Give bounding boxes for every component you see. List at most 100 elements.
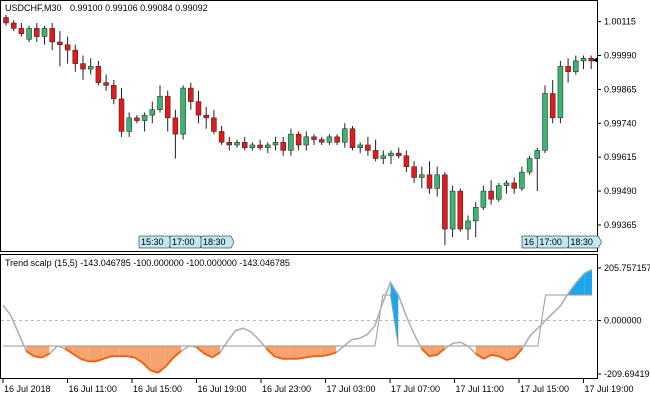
candle <box>526 155 533 175</box>
bull-candle-body <box>288 133 294 151</box>
bull-candle-body <box>465 220 471 230</box>
bull-candle-body <box>157 95 163 110</box>
time-flag: 18:30 <box>568 235 602 249</box>
candle <box>218 126 225 145</box>
candle <box>380 150 387 164</box>
candle <box>542 85 548 154</box>
bearish-fill-segment <box>506 346 515 361</box>
candle <box>126 112 132 137</box>
time-axis-label: 16 Jul 15:00 <box>133 384 182 394</box>
candle <box>211 109 217 135</box>
candle <box>87 58 94 75</box>
bull-candle-body <box>149 109 156 116</box>
bull-candle-body <box>26 28 32 40</box>
time-axis-label: 17 Jul 11:00 <box>456 384 504 394</box>
candle <box>103 74 109 91</box>
candle <box>465 215 471 240</box>
oscillator-bearish-segment <box>320 354 329 358</box>
candle <box>580 55 587 70</box>
time-flag-label: 17:00 <box>172 237 195 247</box>
candle <box>496 182 502 202</box>
indicator-tick-label: 205.757157 <box>604 263 650 273</box>
candle <box>372 139 379 162</box>
price-axis: 1.00115 0.99990 0.99865 0.99740 0.99615 0.994… <box>597 17 637 230</box>
oscillator-bearish-segment <box>172 350 182 359</box>
bear-candle-body <box>218 131 225 143</box>
bearish-fill-segment <box>150 346 158 373</box>
time-axis-label: 16 Jul 23:00 <box>262 384 311 394</box>
candle <box>3 14 9 26</box>
bearish-fill-segment <box>491 346 499 357</box>
bull-candle-body <box>41 28 48 37</box>
price-tick-label: 0.99865 <box>604 84 637 94</box>
bear-candle-body <box>188 87 194 102</box>
candle <box>10 20 17 32</box>
bull-candle-body <box>388 152 394 157</box>
candle <box>588 55 594 70</box>
price-tick-label: 0.99990 <box>604 51 637 61</box>
bear-candle-body <box>488 190 494 200</box>
bear-candle-body <box>295 133 302 146</box>
candle <box>157 85 163 113</box>
bear-candle-body <box>111 85 117 100</box>
bearish-fill-segment <box>212 346 220 358</box>
bear-candle-body <box>57 41 63 45</box>
indicator-title: Trend scalp (15,5) -143.046785 -100.0000… <box>5 258 290 268</box>
bull-candle-body <box>326 136 333 143</box>
bear-candle-body <box>49 28 55 43</box>
oscillator-bearish-segment <box>64 347 74 355</box>
bearish-fill-segment <box>282 346 290 359</box>
candle <box>472 201 479 238</box>
time-axis-label: 17 Jul 15:00 <box>520 384 569 394</box>
indicator-axis: 205.757157 0.000000 -209.694193 <box>1 263 650 379</box>
bear-candle-body <box>565 66 571 73</box>
bear-candle-body <box>241 142 248 148</box>
bearish-fill-segment <box>26 346 34 357</box>
candle <box>164 90 171 132</box>
candle <box>203 107 209 129</box>
candle <box>511 177 517 194</box>
bull-candle-body <box>126 117 132 132</box>
time-flag-label: 18:30 <box>203 237 226 247</box>
bull-candle-body <box>434 174 440 189</box>
bearish-fill-segment <box>320 346 329 357</box>
bearish-fill-segment <box>34 346 42 358</box>
bearish-fill-segment <box>274 346 282 359</box>
bull-candle-body <box>272 142 279 146</box>
candle <box>426 161 433 194</box>
bull-candle-body <box>265 144 271 148</box>
candle <box>303 131 310 151</box>
time-flag-shape <box>200 235 235 249</box>
bear-candle-body <box>195 101 202 116</box>
time-axis-label: 16 Jul 2018 <box>4 384 51 394</box>
bearish-fill-segment <box>111 346 120 357</box>
candle <box>349 126 356 151</box>
bearish-fill-segment <box>127 346 135 358</box>
bearish-fill-segment <box>173 346 182 358</box>
bull-candle-body <box>519 171 525 189</box>
bearish-fill-segment <box>158 346 166 373</box>
candle <box>295 131 302 151</box>
bear-candle-body <box>511 182 517 189</box>
bearish-fill-segment <box>313 346 321 357</box>
time-flag: 17:00 <box>169 235 204 249</box>
candle <box>365 136 371 156</box>
candle <box>342 123 348 148</box>
candle <box>80 55 86 80</box>
oscillator-bearish-segment <box>103 355 112 360</box>
bull-candle-body <box>303 136 310 146</box>
bull-candle-body <box>419 174 425 178</box>
bullish-fill-segment <box>584 269 592 295</box>
oscillator-bearish-segment <box>196 346 206 355</box>
candle <box>234 139 240 148</box>
bear-candle-body <box>442 174 448 230</box>
time-flag-label: 17:00 <box>539 237 562 247</box>
candle <box>249 142 256 151</box>
candle <box>557 60 564 124</box>
bear-candle-body <box>18 28 25 35</box>
candle <box>41 25 48 45</box>
bear-candle-body <box>95 66 102 83</box>
bear-candle-body <box>257 144 263 148</box>
